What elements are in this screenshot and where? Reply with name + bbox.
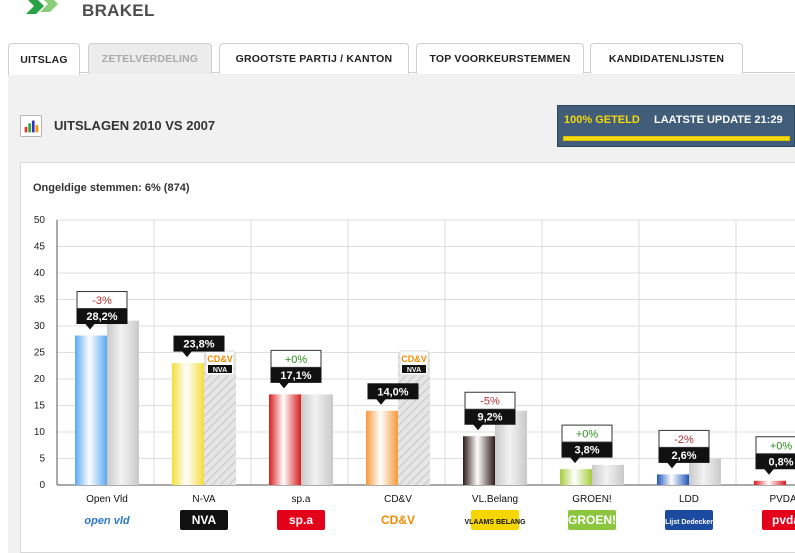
party-logo-bg xyxy=(665,510,713,530)
y-tick-label: 15 xyxy=(34,401,46,412)
x-category-label: N-VA xyxy=(192,494,215,505)
x-category-label: sp.a xyxy=(292,494,311,505)
change-label-box xyxy=(561,424,613,443)
value-label-box xyxy=(367,383,419,400)
value-label-pointer xyxy=(473,424,483,431)
cartel-logo-nva-bg xyxy=(208,365,232,373)
x-category-label: LDD xyxy=(679,494,699,505)
x-category-label: Open Vld xyxy=(86,494,128,505)
party-logo: GROEN! xyxy=(568,513,616,527)
tab-bar: UITSLAG ZETELVERDELING GROOTSTE PARTIJ /… xyxy=(8,43,795,75)
change-label-box xyxy=(270,349,322,368)
value-label: 23,8% xyxy=(183,339,214,351)
section-title: UITSLAGEN 2010 VS 2007 xyxy=(54,118,216,133)
value-label: 9,2% xyxy=(477,412,502,424)
bar-2010 xyxy=(75,335,107,485)
value-label: 2,6% xyxy=(671,450,696,462)
cartel-logo-cdv: CD&V xyxy=(401,354,427,364)
y-tick-label: 35 xyxy=(34,295,46,306)
bar-2010 xyxy=(754,480,786,485)
y-tick-label: 20 xyxy=(34,374,46,385)
change-label: -3% xyxy=(92,295,112,307)
tab-zetelverdeling[interactable]: ZETELVERDELING xyxy=(88,43,212,74)
bar-2010 xyxy=(657,474,689,485)
bar-2007 xyxy=(689,458,721,485)
value-label-pointer xyxy=(667,462,677,469)
bar-2007 xyxy=(301,394,333,485)
y-tick-label: 45 xyxy=(34,242,46,253)
cartel-logo-nva: NVA xyxy=(213,367,227,374)
green-chevron-logo-icon xyxy=(26,0,58,14)
counted-status: 100% GETELD xyxy=(564,114,640,126)
party-logo: sp.a xyxy=(289,513,313,527)
value-label: 28,2% xyxy=(86,311,117,323)
bar-2010 xyxy=(172,363,204,485)
y-tick-label: 5 xyxy=(39,454,45,465)
invalid-votes: Ongeldige stemmen: 6% (874) xyxy=(33,182,190,194)
value-label-pointer xyxy=(376,398,386,405)
bar-2010 xyxy=(269,394,301,485)
party-logo-bg xyxy=(180,510,228,530)
x-category-label: VL.Belang xyxy=(472,494,518,505)
y-tick-label: 40 xyxy=(34,268,46,279)
change-label: +0% xyxy=(770,440,793,452)
change-label: +0% xyxy=(576,429,599,441)
y-tick-label: 25 xyxy=(34,348,46,359)
cartel-logo-nva-bg xyxy=(402,365,426,373)
cartel-logo-cdv: CD&V xyxy=(207,354,233,364)
bar-2007 xyxy=(592,464,624,485)
bar-chart-icon xyxy=(20,115,42,137)
x-category-label: PVDA+ xyxy=(769,494,795,505)
tab-grootste-partij-kanton[interactable]: GROOTSTE PARTIJ / KANTON xyxy=(219,43,409,74)
change-label: -2% xyxy=(674,434,694,446)
value-label-pointer xyxy=(85,323,95,330)
party-logo-bg xyxy=(568,510,616,530)
x-category-label: CD&V xyxy=(384,494,412,505)
y-tick-label: 0 xyxy=(39,480,45,491)
value-label: 17,1% xyxy=(280,370,311,382)
party-logo: open vld xyxy=(84,515,130,527)
tab-uitslag[interactable]: UITSLAG xyxy=(8,43,80,75)
cartel-logo-nva: NVA xyxy=(407,367,421,374)
change-label-box xyxy=(755,436,795,455)
party-logo: NVA xyxy=(192,513,217,527)
party-logo-bg xyxy=(762,510,795,530)
bar-2010 xyxy=(366,410,398,485)
value-label: 3,8% xyxy=(574,445,599,457)
bar-2010 xyxy=(560,469,592,485)
y-tick-label: 50 xyxy=(34,215,46,226)
change-label: -5% xyxy=(480,396,500,408)
party-logo: CD&V xyxy=(381,513,415,527)
change-label-box xyxy=(76,291,128,310)
party-logo: VLAAMS BELANG xyxy=(464,519,526,526)
party-logo-bg xyxy=(471,510,519,530)
party-logo: Lijst Dedecker xyxy=(665,519,713,526)
value-label: 0,8% xyxy=(768,456,793,468)
value-label-pointer xyxy=(570,457,580,464)
bar-2007 xyxy=(107,320,139,485)
y-tick-label: 10 xyxy=(34,427,46,438)
x-category-label: GROEN! xyxy=(572,494,611,505)
change-label-box xyxy=(658,429,710,448)
value-label: 14,0% xyxy=(377,386,408,398)
last-update: LAATSTE UPDATE 21:29 xyxy=(654,114,783,126)
municipality-name: BRAKEL xyxy=(82,1,155,20)
count-status-box: 100% GETELD LAATSTE UPDATE 21:29 xyxy=(557,105,795,147)
change-label-box xyxy=(464,391,516,410)
value-label-box xyxy=(173,335,225,352)
tab-kandidatenlijsten[interactable]: KANDIDATENLIJSTEN xyxy=(590,43,743,74)
value-label-pointer xyxy=(764,468,774,475)
change-label: +0% xyxy=(285,354,308,366)
value-label-pointer xyxy=(279,382,289,389)
party-logo-bg xyxy=(277,510,325,530)
value-label-pointer xyxy=(182,351,192,358)
count-progress-bar xyxy=(563,136,790,141)
bar-2010 xyxy=(463,436,495,485)
y-tick-label: 30 xyxy=(34,321,46,332)
party-logo: pvda xyxy=(772,513,795,527)
tab-top-voorkeurstemmen[interactable]: TOP VOORKEURSTEMMEN xyxy=(416,43,584,74)
